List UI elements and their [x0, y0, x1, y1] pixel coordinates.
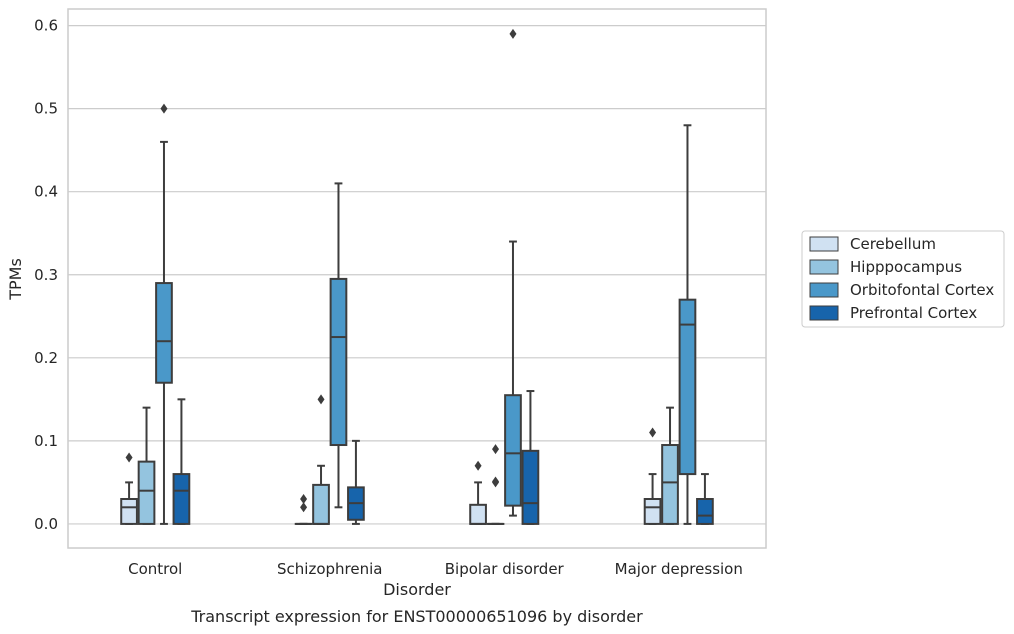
- legend-swatch: [809, 282, 839, 298]
- legend: Cerebellum Hipppocampus Orbitofontal Corte…: [801, 230, 1005, 328]
- box-group: [521, 390, 540, 525]
- box-group: [347, 439, 365, 525]
- box-group: [155, 103, 173, 525]
- box-iqr: [329, 277, 348, 447]
- box-iqr: [678, 298, 697, 476]
- box-group: [329, 182, 348, 509]
- box-group: [486, 444, 505, 525]
- outlier-point: [492, 444, 500, 455]
- outlier-point: [509, 28, 517, 39]
- box-iqr: [312, 483, 330, 525]
- legend-label: Cerebellum: [850, 235, 936, 253]
- x-tick-label: Bipolar disorder: [445, 560, 565, 578]
- outlier-point: [474, 460, 482, 471]
- legend-swatch: [809, 305, 839, 321]
- box-group: [312, 394, 330, 525]
- outlier-point: [649, 427, 657, 438]
- y-axis-ticks: 0.0 0.1 0.2 0.3 0.4 0.5 0.6: [34, 17, 58, 533]
- outlier-point: [300, 494, 308, 504]
- outlier-point: [492, 476, 500, 487]
- box-group: [294, 494, 313, 525]
- box-iqr: [120, 498, 138, 525]
- y-axis-title: TPMs: [6, 258, 25, 301]
- legend-label: Hipppocampus: [850, 258, 962, 276]
- box-group: [696, 473, 714, 525]
- grid-lines: [68, 25, 766, 525]
- legend-frame: [801, 230, 1005, 328]
- x-axis-ticks: Control Schizophrenia Bipolar disorder Majo…: [128, 560, 743, 578]
- legend-swatch: [809, 259, 839, 275]
- legend-label: Orbitofontal Cortex: [850, 281, 994, 299]
- box-iqr: [137, 460, 156, 525]
- y-tick-label: 0.2: [34, 349, 58, 367]
- box-group: [120, 452, 138, 525]
- chart-caption: Transcript expression for ENST0000065109…: [190, 607, 643, 626]
- box-group: [137, 406, 156, 525]
- y-tick-label: 0.1: [34, 432, 58, 450]
- box-iqr: [521, 449, 540, 525]
- box-group: [469, 460, 487, 525]
- box-iqr: [504, 394, 522, 507]
- outlier-point: [125, 452, 133, 463]
- box-iqr: [696, 498, 714, 525]
- y-tick-label: 0.5: [34, 100, 58, 118]
- box-iqr: [643, 498, 662, 525]
- legend-label: Prefrontal Cortex: [850, 304, 977, 322]
- x-tick-label: Schizophrenia: [277, 560, 382, 578]
- box-plot-series: [120, 28, 714, 525]
- outlier-point: [160, 103, 168, 114]
- y-tick-label: 0.3: [34, 266, 58, 284]
- box-group: [643, 427, 662, 525]
- y-tick-label: 0.6: [34, 17, 58, 35]
- box-group: [172, 398, 191, 525]
- outlier-point: [300, 502, 308, 513]
- outlier-point: [317, 394, 325, 405]
- box-iqr: [661, 444, 679, 525]
- y-tick-label: 0.4: [34, 183, 58, 201]
- box-group: [678, 124, 697, 525]
- plot-frame: [67, 8, 767, 549]
- box-iqr: [172, 473, 191, 525]
- legend-swatch: [809, 236, 839, 252]
- x-tick-label: Major depression: [615, 560, 743, 578]
- box-group: [661, 406, 679, 525]
- x-tick-label: Control: [128, 560, 182, 578]
- y-tick-label: 0.0: [34, 515, 58, 533]
- x-axis-title: Disorder: [383, 580, 451, 599]
- box-iqr: [469, 503, 487, 525]
- box-group: [504, 28, 522, 517]
- box-iqr: [155, 282, 173, 384]
